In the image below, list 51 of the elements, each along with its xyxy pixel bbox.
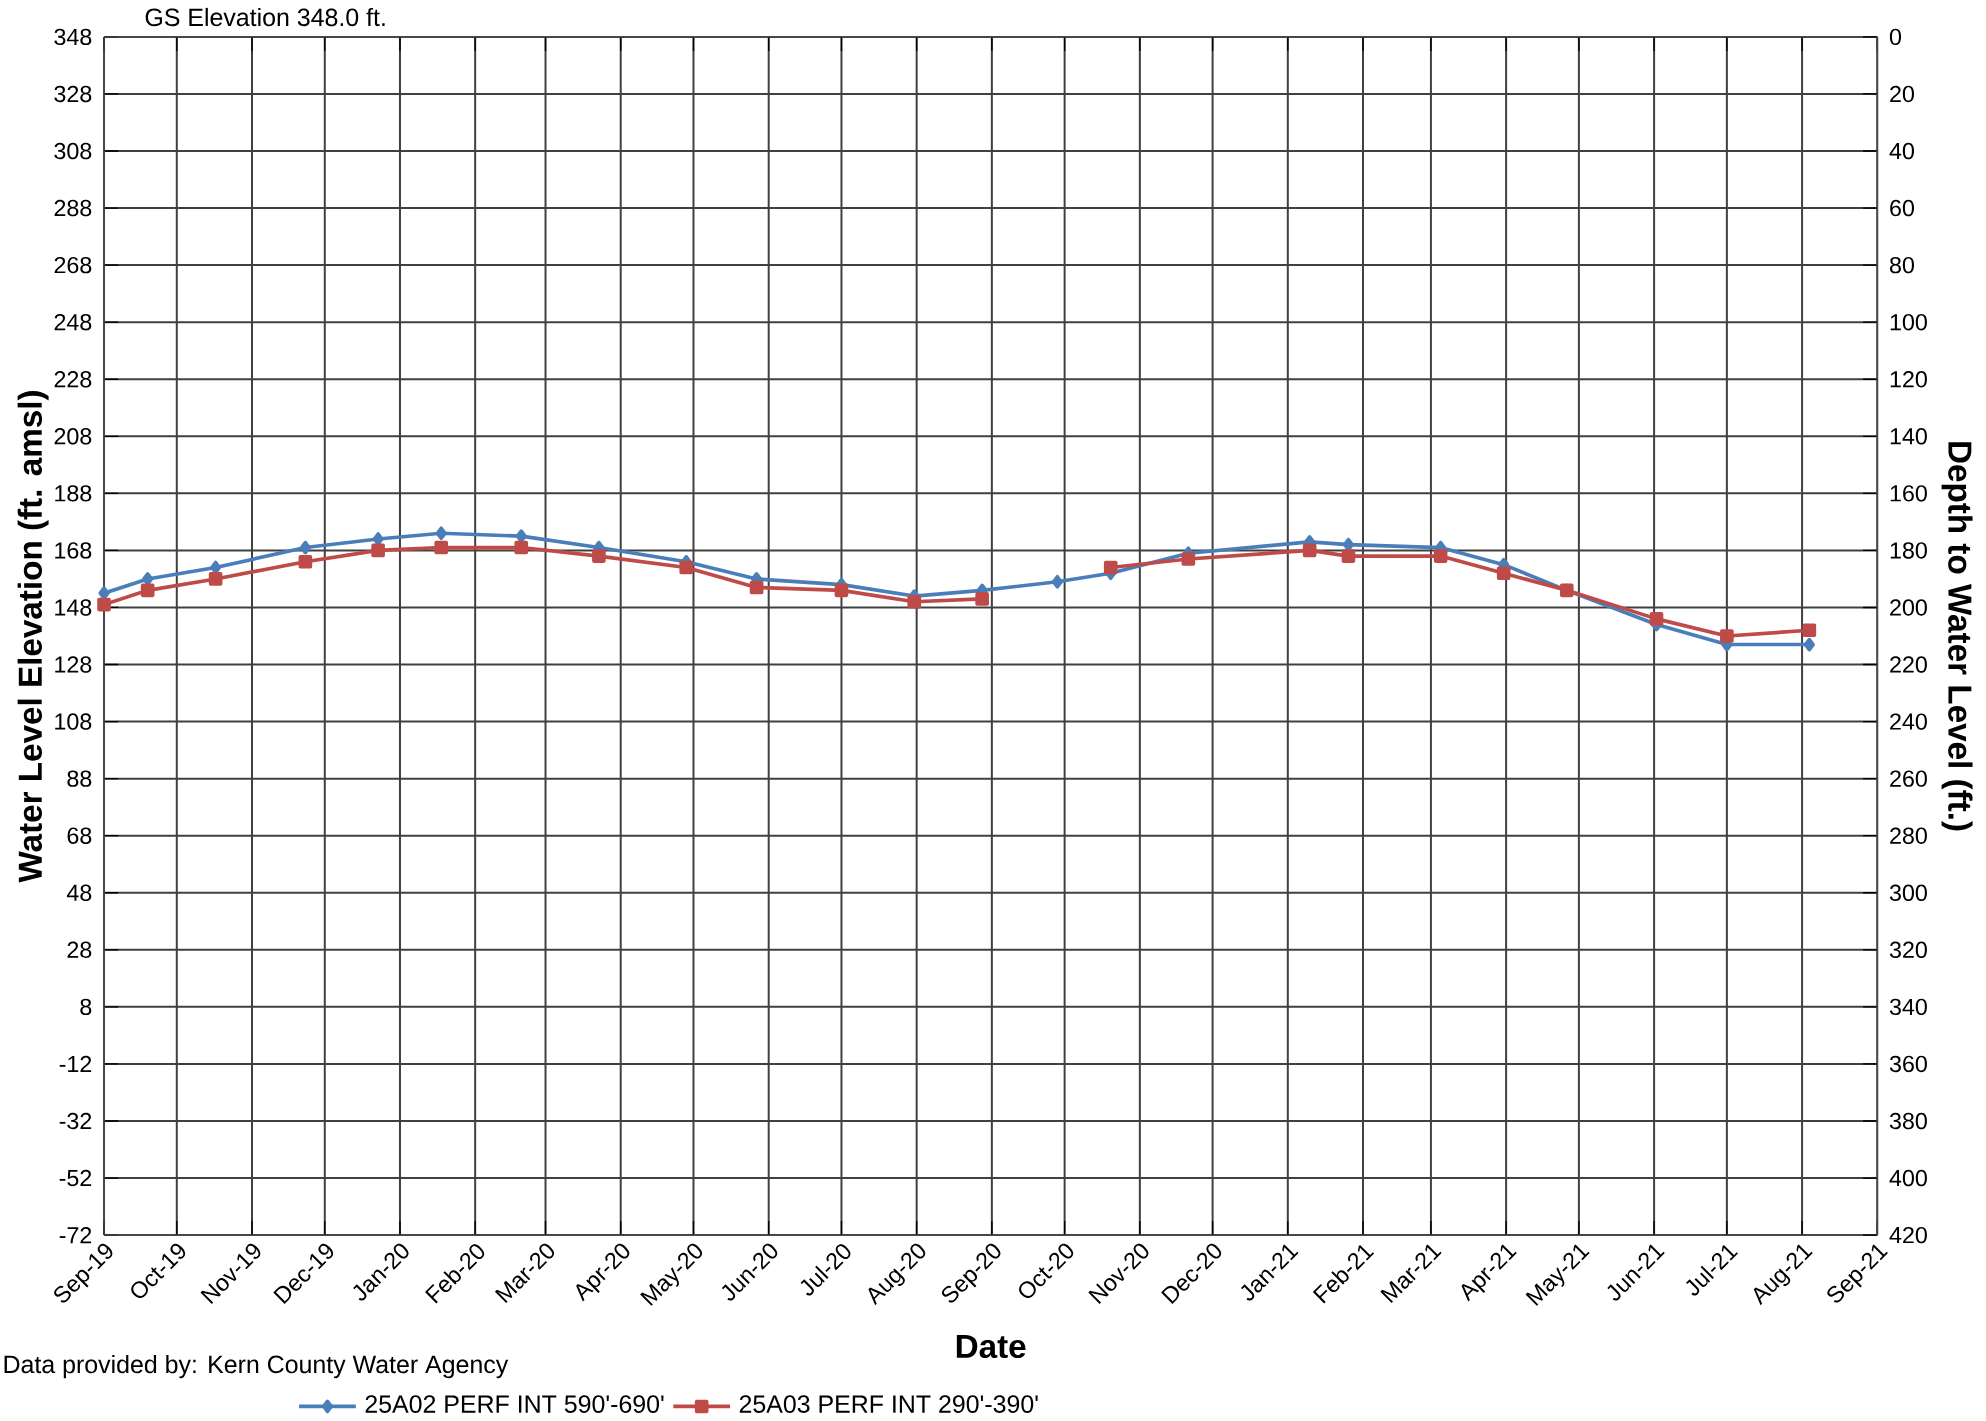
y-tick-label: 228: [54, 370, 92, 388]
y2-axis-title: Depth to Water Level (ft.): [1941, 442, 1973, 831]
y-tick-label: -12: [59, 1055, 92, 1072]
y2-tick-label: 240: [1890, 713, 1927, 730]
y2-tick-label: 60: [1890, 199, 1914, 217]
y2-tick-label: 200: [1890, 599, 1927, 616]
y2-tick-label: 100: [1890, 313, 1927, 331]
y2-tick-label: 140: [1890, 427, 1927, 445]
y2-tick-label: 300: [1889, 884, 1927, 901]
y2-tick-label: 40: [1889, 142, 1914, 160]
y-tick-label: 308: [54, 142, 92, 160]
y2-tick-label: 400: [1889, 1169, 1927, 1187]
y2-tick-label: 80: [1890, 256, 1914, 274]
y-tick-label: 8: [80, 998, 92, 1015]
y-tick-label: 48: [66, 884, 92, 901]
y2-tick-label: 420: [1889, 1226, 1927, 1244]
text: GS Elevation 348.0 ft.: [145, 7, 385, 26]
legend-label: 25A02 PERF INT 590'-690': [365, 1395, 664, 1413]
text: Data provided by: Kern County Water Agency: [4, 1354, 509, 1378]
y-tick-label: 28: [67, 941, 92, 958]
y-tick-label: 168: [55, 542, 92, 559]
y-tick-label: 128: [55, 656, 92, 673]
y2-tick-label: 180: [1890, 542, 1927, 559]
y-tick-label: 208: [54, 427, 92, 445]
y-tick-label: 108: [55, 713, 92, 730]
y-tick-label: 288: [54, 199, 92, 217]
y2-tick-label: 260: [1890, 770, 1927, 787]
y2-tick-label: 0: [1889, 28, 1902, 45]
y2-tick-label: 360: [1889, 1055, 1927, 1072]
x-axis-title: Date: [956, 1334, 1026, 1358]
y2-tick-label: 120: [1890, 370, 1927, 388]
y2-tick-label: 280: [1890, 827, 1927, 844]
y-tick-label: 348: [54, 28, 92, 45]
y-tick-label: 248: [54, 313, 92, 331]
y-tick-label: 68: [67, 827, 92, 844]
y2-tick-label: 380: [1889, 1112, 1927, 1130]
y2-tick-label: 160: [1890, 484, 1927, 502]
y-tick-label: 188: [55, 484, 92, 502]
y-tick-label: -72: [59, 1226, 92, 1244]
y2-tick-label: 20: [1890, 85, 1914, 102]
legend-label: 25A03 PERF INT 290'-390': [739, 1395, 1038, 1413]
y-tick-label: -52: [59, 1169, 92, 1187]
y-tick-label: 88: [67, 770, 92, 787]
y-tick-label: -32: [59, 1112, 92, 1129]
y2-tick-label: 340: [1889, 998, 1927, 1015]
y2-tick-label: 220: [1890, 656, 1927, 673]
y-tick-label: 268: [54, 256, 92, 274]
y2-tick-label: 320: [1889, 941, 1927, 958]
y-tick-label: 148: [55, 599, 92, 616]
y-axis-title: Water Level Elevation (ft. amsl): [17, 390, 49, 883]
y-tick-label: 328: [54, 85, 92, 102]
